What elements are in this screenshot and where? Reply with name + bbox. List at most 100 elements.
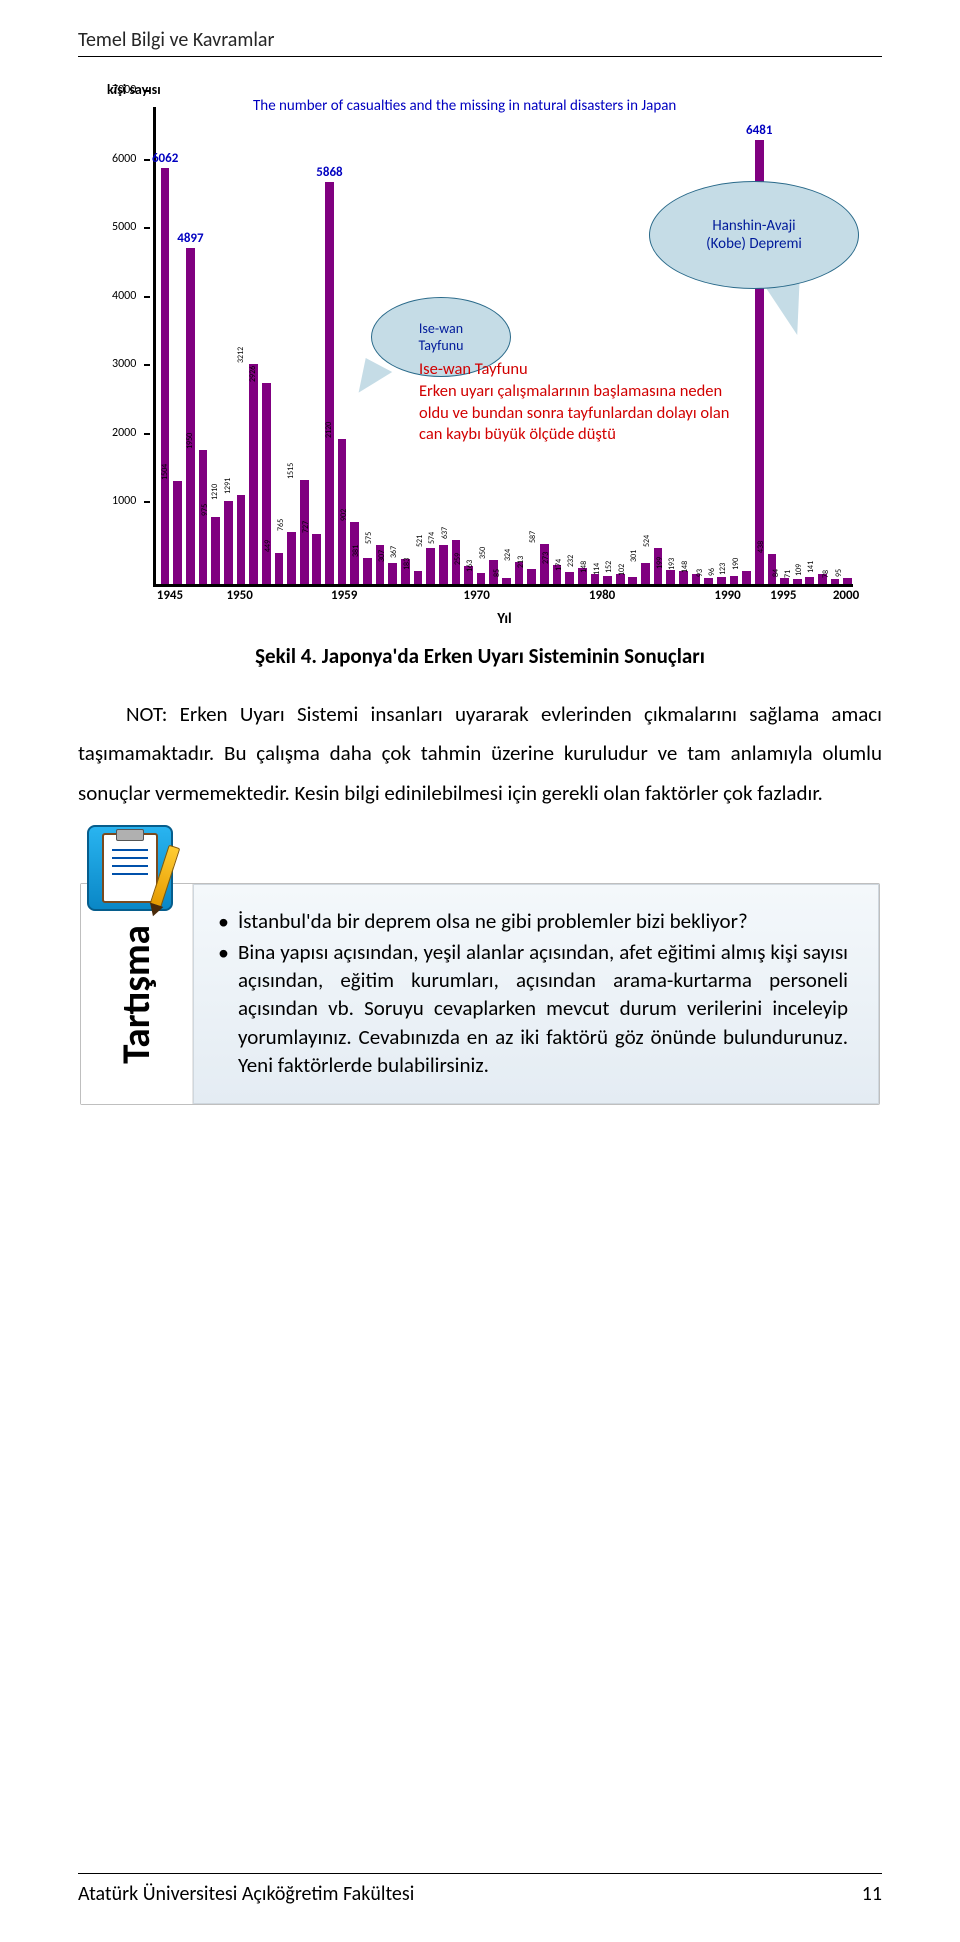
bar-value: 109 <box>794 563 804 575</box>
bar-column: 6062 <box>160 168 170 584</box>
bar-value: 141 <box>806 561 816 573</box>
bar <box>325 182 334 584</box>
bar <box>591 574 600 584</box>
bar-value: 6062 <box>152 151 178 166</box>
bar-column: 449 <box>274 553 284 584</box>
bar-value: 174 <box>554 559 564 571</box>
casualties-chart: kişi sayısı The number of casualties and… <box>83 87 877 627</box>
y-tick: 4000 <box>112 289 136 303</box>
x-axis-label: Yıl <box>497 610 511 628</box>
body-p1: NOT: Erken Uyarı Sistemi insanları uyara… <box>78 695 882 813</box>
bar <box>224 501 233 584</box>
bar <box>603 576 612 584</box>
bar-value: 521 <box>414 535 424 547</box>
x-tick-label: 1995 <box>770 588 796 603</box>
bar-value: 163 <box>465 560 475 572</box>
bar-column: 521 <box>425 548 435 584</box>
discussion-section: Tartışma İstanbul'da bir deprem olsa ne … <box>80 883 880 1105</box>
bar <box>805 577 814 584</box>
bar-value: 1291 <box>223 478 233 494</box>
bar-column: 174 <box>565 572 575 584</box>
bar-column: 5868 <box>324 182 334 584</box>
bar-column: 148 <box>590 574 600 584</box>
bar-column: 213 <box>527 569 537 584</box>
page-header-title: Temel Bilgi ve Kavramlar <box>78 28 882 57</box>
bar <box>565 572 574 584</box>
bar <box>312 534 321 584</box>
x-tick-label: 2000 <box>833 588 859 603</box>
discussion-item: Bina yapısı açısından, yeşil alanlar açı… <box>218 938 848 1080</box>
clipboard-icon <box>87 821 177 913</box>
page-footer: Atatürk Üniversitesi Açıköğretim Fakülte… <box>78 1873 882 1906</box>
bar-column: 1504 <box>173 481 183 584</box>
bar-value: 1210 <box>210 484 220 500</box>
discussion-box: Tartışma İstanbul'da bir deprem olsa ne … <box>80 883 880 1105</box>
bar-value: 3212 <box>236 347 246 363</box>
bar-value: 524 <box>642 535 652 547</box>
bar <box>628 577 637 584</box>
bar <box>173 481 182 584</box>
bar-value: 307 <box>377 550 387 562</box>
bar-column: 381 <box>362 558 372 584</box>
red-annotation: Ise-wan Tayfunu Erken uyarı çalışmaların… <box>419 359 735 446</box>
bar <box>742 571 751 584</box>
bar-column: 727 <box>312 534 322 584</box>
footer-page-number: 11 <box>862 1882 882 1906</box>
bar-column: 4897 <box>185 248 195 584</box>
bar <box>477 573 486 584</box>
bar-value: 148 <box>680 561 690 573</box>
bar-value: 71 <box>783 570 793 578</box>
bar-column: 307 <box>388 563 398 584</box>
bar <box>363 558 372 584</box>
bar-column: 1950 <box>198 450 208 584</box>
bar-value: 5868 <box>316 165 342 180</box>
bar-value: 449 <box>263 540 273 552</box>
bar-value: 587 <box>528 531 538 543</box>
y-tick: 1000 <box>112 494 136 508</box>
y-tick: 5000 <box>112 220 136 234</box>
bar <box>439 545 448 584</box>
figure-caption: Şekil 4. Japonya'da Erken Uyarı Sistemin… <box>78 643 882 669</box>
bar-column: 102 <box>628 577 638 584</box>
bar-column: 2926 <box>261 383 271 584</box>
bar-column: 123 <box>729 576 739 584</box>
bar-value: 96 <box>707 568 717 576</box>
bar-column: 1210 <box>223 501 233 584</box>
x-tick-label: 1959 <box>331 588 357 603</box>
y-tick: 7000 <box>112 83 136 97</box>
bar <box>666 570 675 584</box>
y-tick: 3000 <box>112 357 136 371</box>
bar-value: 727 <box>301 521 311 533</box>
bar-value: 123 <box>718 562 728 574</box>
discussion-item: İstanbul'da bir deprem olsa ne gibi prob… <box>218 907 848 935</box>
bar <box>186 248 195 584</box>
y-tick: 6000 <box>112 152 136 166</box>
bar-value: 381 <box>351 545 361 557</box>
bar <box>249 364 258 584</box>
callout-kobe: Hanshin-Avaji (Kobe) Depremi <box>649 181 859 289</box>
bar-value: 84 <box>770 569 780 577</box>
discussion-list: İstanbul'da bir deprem olsa ne gibi prob… <box>218 907 848 1079</box>
y-tick: 2000 <box>112 426 136 440</box>
bar-value: 190 <box>731 558 741 570</box>
x-tick-label: 1945 <box>157 588 183 603</box>
bar-value: 183 <box>402 558 412 570</box>
x-labels: 19451950195919701980199019952000 <box>156 584 853 610</box>
bar-column: 96 <box>716 577 726 584</box>
bar-value: 1515 <box>286 463 296 479</box>
bar-value: 6481 <box>746 123 772 138</box>
bar <box>287 532 296 584</box>
bar-value: 259 <box>452 553 462 565</box>
bar <box>641 563 650 584</box>
body-paragraph: NOT: Erken Uyarı Sistemi insanları uyara… <box>78 695 882 813</box>
bar-value: 1504 <box>160 464 170 480</box>
bar-value: 152 <box>604 560 614 572</box>
discussion-content: İstanbul'da bir deprem olsa ne gibi prob… <box>193 884 879 1104</box>
bar-value: 93 <box>695 569 705 577</box>
bar-value: 213 <box>516 556 526 568</box>
discussion-label: Tartışma <box>81 884 193 1104</box>
bar-value: 193 <box>667 558 677 570</box>
bar-column: 301 <box>640 563 650 584</box>
bar-column: 765 <box>286 532 296 584</box>
bar <box>199 450 208 584</box>
